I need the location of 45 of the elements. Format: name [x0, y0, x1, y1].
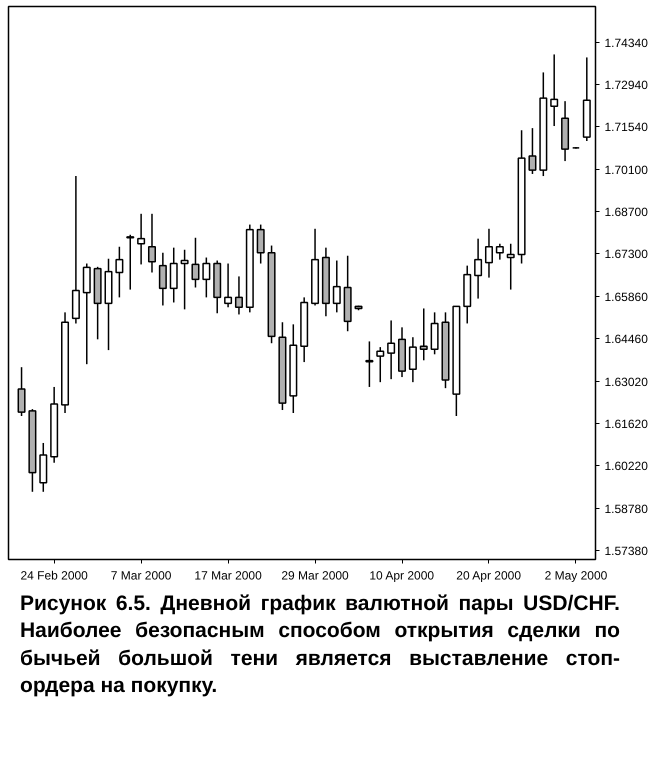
y-tick-label: 1.67300 [604, 246, 648, 261]
y-tick-label: 1.64460 [604, 332, 648, 346]
text: Рисунок 6.5. Дневной график валютной пары USD/CHF. Наиболее безопасным способом открытия сделки по бычьей большой тени является выставление стоп-ордера на покупку. [20, 591, 620, 699]
candlestick [191, 237, 200, 288]
candlestick [408, 336, 417, 383]
candlestick [224, 262, 232, 308]
candlestick [256, 224, 265, 264]
candlestick [474, 238, 482, 300]
candlestick [506, 243, 515, 290]
y-tick-label: 1.57380 [604, 544, 648, 558]
candlestick [332, 260, 341, 314]
x-tick-label: 20 Apr 2000 [456, 568, 522, 582]
x-tick-label: 7 Mar 2000 [110, 568, 172, 582]
candlestick [420, 308, 428, 362]
y-tick-label: 1.70100 [604, 162, 648, 177]
candlestick [376, 346, 384, 383]
y-tick-label: 1.63020 [604, 375, 648, 390]
candlestick [550, 54, 558, 127]
y-tick-label: 1.58780 [604, 502, 648, 516]
candlestick [115, 246, 124, 298]
x-tick-label: 24 Feb 2000 [20, 568, 88, 582]
candlestick [484, 228, 493, 278]
y-tick-label: 1.74340 [604, 36, 648, 50]
y-tick-label: 1.60220 [604, 458, 648, 473]
x-tick-label: 2 May 2000 [544, 568, 608, 582]
candlestick [365, 340, 374, 388]
x-tick-label: 17 Mar 2000 [194, 568, 262, 582]
candlestick [180, 249, 189, 310]
y-tick-label: 1.65860 [604, 290, 648, 304]
y-tick-label: 1.68700 [604, 204, 648, 219]
x-tick-label: 10 Apr 2000 [369, 568, 434, 582]
candlestick [137, 213, 146, 266]
candlestick [148, 213, 156, 274]
y-tick-label: 1.72940 [604, 78, 648, 92]
candlestick [234, 276, 243, 316]
y-tick-label: 1.71540 [604, 120, 648, 134]
candlestick [528, 127, 536, 175]
x-tick-label: 29 Mar 2000 [281, 568, 350, 582]
candlestick [496, 243, 504, 260]
candlestick [202, 256, 210, 298]
candlestick [158, 252, 167, 306]
candlestick [126, 234, 134, 290]
candlestick [387, 320, 396, 380]
candlestick [18, 366, 26, 417]
y-tick-label: 1.61620 [604, 416, 648, 431]
